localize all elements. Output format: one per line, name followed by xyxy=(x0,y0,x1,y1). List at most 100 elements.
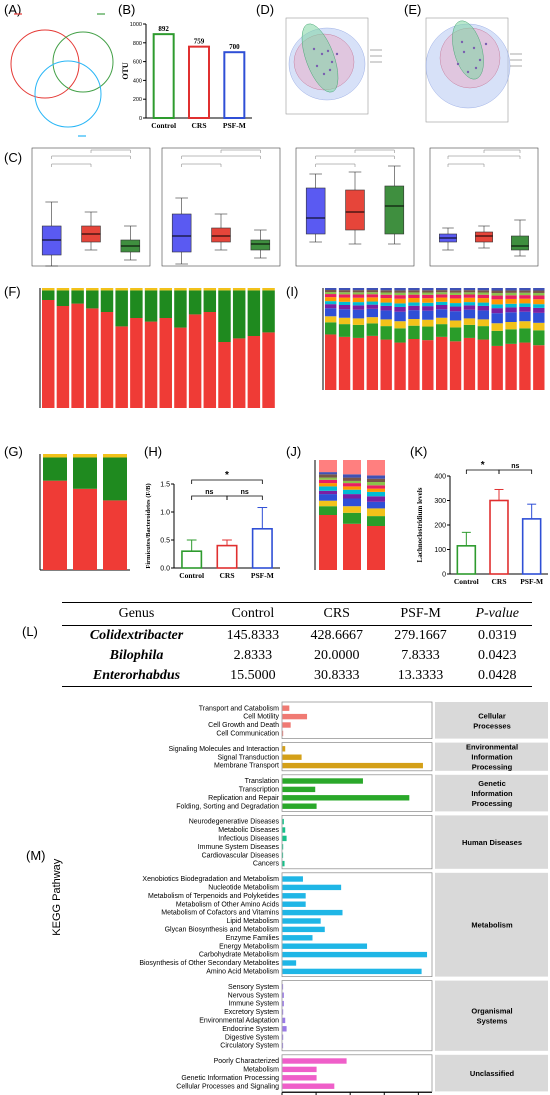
bar-segment xyxy=(449,320,462,328)
bar-segment xyxy=(352,324,365,338)
panel-label-d: (D) xyxy=(256,2,275,17)
bar-segment xyxy=(325,294,337,298)
kegg-bar xyxy=(282,909,343,916)
bar-segment xyxy=(463,318,476,325)
kegg-bar xyxy=(282,705,290,711)
bar-segment xyxy=(519,306,531,312)
kegg-pathway-label: Nervous System xyxy=(228,992,280,999)
genus-name: Bilophila xyxy=(109,648,164,663)
bar-segment xyxy=(436,294,448,298)
kegg-bar xyxy=(282,803,317,809)
bar-segment xyxy=(463,309,476,319)
kegg-bar xyxy=(282,960,297,966)
kegg-bar xyxy=(282,786,316,793)
kegg-group-label: Cellular xyxy=(478,711,506,720)
x-tick-label: PSF-M xyxy=(520,577,543,586)
kegg-bar xyxy=(282,893,306,899)
bar-segment xyxy=(338,317,351,325)
x-tick-label: CRS xyxy=(191,121,206,130)
bar-segment-bacteroidetes xyxy=(103,457,127,501)
data-label: 759 xyxy=(194,38,205,46)
kegg-pathway-label: Signal Transduction xyxy=(218,754,280,761)
bar-segment-others xyxy=(73,454,97,458)
box xyxy=(384,185,405,235)
bar-segment xyxy=(449,306,462,312)
kegg-bar xyxy=(282,926,325,933)
bar-segment-other xyxy=(144,288,158,291)
bar-segment xyxy=(343,523,361,570)
bar-segment-firmicutes xyxy=(130,318,143,408)
kegg-pathway-label: Genetic Information Processing xyxy=(181,1075,279,1082)
bar-segment xyxy=(463,290,476,293)
bar-segment xyxy=(533,312,545,323)
bar-segment xyxy=(422,288,434,291)
bar-segment-other xyxy=(100,288,114,291)
bar-segment xyxy=(325,288,337,291)
bar-segment-bacteroidetes xyxy=(130,290,143,318)
kegg-pathway-label: Replication and Repair xyxy=(208,795,279,802)
kegg-pathway-label: Signaling Molecules and Interaction xyxy=(168,746,279,753)
bar-segment xyxy=(338,297,351,302)
bar-segment xyxy=(367,460,385,476)
bar-segment xyxy=(366,292,379,295)
x-tick-label: CRS xyxy=(219,571,234,580)
y-tick-label: 200 xyxy=(434,523,446,530)
kegg-bar xyxy=(282,818,284,825)
y-tick-label: 1000 xyxy=(130,22,142,28)
bar-segment xyxy=(325,316,337,323)
bar-segment xyxy=(408,297,420,303)
bar xyxy=(216,544,238,569)
kegg-group-strip xyxy=(435,1054,548,1092)
kegg-group-label: Processes xyxy=(473,721,511,730)
bar-segment xyxy=(422,319,434,327)
bar-segment xyxy=(449,288,462,291)
kegg-bar xyxy=(282,992,284,998)
bar-segment xyxy=(519,288,531,291)
bar-segment xyxy=(408,292,420,295)
bar-segment xyxy=(449,298,462,304)
x-tick-label: PSF-M xyxy=(251,571,274,580)
kegg-pathway-label: Cell Communication xyxy=(216,731,279,738)
bar-segment xyxy=(491,323,503,331)
bar-segment-other xyxy=(188,288,202,291)
bar-segment xyxy=(380,302,392,306)
bar-segment xyxy=(491,290,503,294)
phylum-stacked-per-sample xyxy=(39,288,275,408)
bar-segment xyxy=(519,295,531,299)
panel-label-i: (I) xyxy=(286,284,299,299)
bar-segment xyxy=(325,292,337,295)
bar-segment xyxy=(491,288,503,291)
bar-segment xyxy=(338,336,351,390)
bar-segment xyxy=(422,326,434,341)
bar-segment xyxy=(338,294,351,298)
bar-segment-firmicutes xyxy=(159,318,172,408)
bar xyxy=(223,51,246,120)
bar-segment xyxy=(477,326,490,340)
bar-segment xyxy=(352,294,365,298)
kegg-group-frame xyxy=(281,701,433,739)
kegg-bar xyxy=(282,844,284,850)
bar-segment xyxy=(380,319,392,327)
data-label: 700 xyxy=(229,43,240,51)
bar-segment-firmicutes xyxy=(188,314,202,408)
bar xyxy=(152,33,175,119)
bar-segment xyxy=(343,483,361,487)
bar-segment xyxy=(505,292,517,296)
y-axis-label: OTU xyxy=(121,62,130,80)
bar-segment xyxy=(367,501,385,509)
x-tick-label: Control xyxy=(151,121,176,130)
bar-segment xyxy=(491,295,503,300)
table-cell: 2.8333 xyxy=(233,648,273,663)
kegg-group-frame xyxy=(281,815,433,870)
bar-segment xyxy=(338,292,351,295)
box xyxy=(305,187,326,235)
bar-segment xyxy=(477,310,490,320)
bar-segment-bacteroidetes xyxy=(100,290,114,312)
bar-segment xyxy=(380,339,392,390)
bar-segment xyxy=(422,292,434,295)
bar-segment xyxy=(408,310,420,320)
bar-segment xyxy=(436,336,448,390)
table-header: CRS xyxy=(294,602,379,626)
bar-segment xyxy=(449,303,462,307)
kegg-group-label: Human Diseases xyxy=(462,838,522,847)
